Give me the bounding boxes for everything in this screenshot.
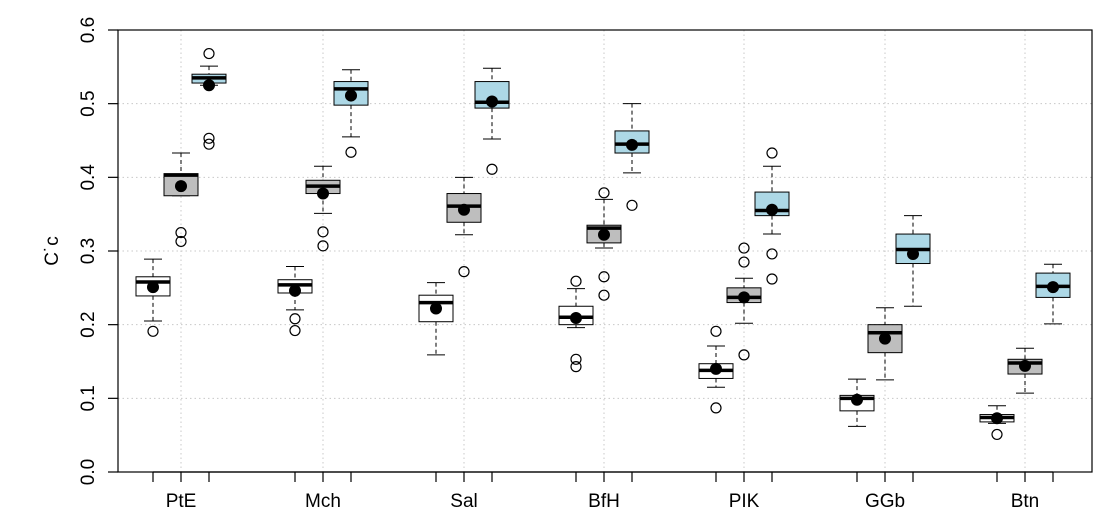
box-group-bfh	[558, 103, 650, 373]
mean-point	[738, 291, 750, 304]
box-group-btn	[979, 263, 1071, 441]
outlier-point	[991, 428, 1003, 441]
axis-layer: 0.0 0.1 0.2 0.3 0.4 0.5 0.6 PtE Mch Sal BfH PIK GGb B…	[78, 17, 1054, 512]
mean-point	[710, 362, 722, 375]
mean-point	[486, 95, 498, 108]
mean-point	[991, 412, 1003, 425]
x-category-label: PIK	[729, 491, 760, 512]
box-group-sal	[418, 67, 510, 356]
outlier-point	[458, 266, 470, 278]
mean-point	[766, 203, 778, 216]
x-category-label: Btn	[1011, 491, 1040, 512]
y-axis-title: C˙c	[42, 236, 63, 266]
mean-point	[430, 302, 442, 315]
outlier-point	[766, 248, 778, 260]
y-tick-label: 0.5	[78, 90, 99, 116]
outlier-point	[766, 147, 778, 159]
mean-point	[907, 247, 919, 260]
outlier-point	[345, 146, 357, 158]
x-category-label: PtE	[166, 491, 197, 512]
mean-point	[879, 332, 891, 345]
outlier-point	[175, 226, 187, 239]
outlier-point	[486, 163, 498, 175]
y-tick-label: 0.4	[78, 164, 99, 191]
box-layer	[135, 47, 1071, 441]
mean-point	[317, 187, 329, 200]
x-category-label: BfH	[588, 491, 620, 512]
outlier-point	[570, 353, 582, 365]
box-group-mch	[277, 69, 369, 337]
x-category-label: Mch	[305, 491, 341, 512]
outlier-point	[203, 138, 215, 150]
mean-point	[570, 312, 582, 325]
outlier-point	[203, 132, 215, 144]
y-tick-label: 0.6	[78, 17, 99, 43]
grid-layer	[118, 29, 1092, 473]
box-group-ggb	[839, 215, 931, 427]
outlier-point	[203, 47, 215, 60]
outlier-point	[175, 235, 187, 248]
outlier-point	[147, 325, 159, 337]
mean-point	[458, 203, 470, 216]
outlier-point	[738, 256, 750, 268]
outlier-point	[598, 289, 610, 301]
mean-point	[626, 138, 638, 151]
mean-point	[598, 228, 610, 241]
outlier-point	[738, 242, 750, 254]
x-category-label: Sal	[450, 491, 477, 512]
y-tick-label: 0.0	[78, 459, 99, 485]
outlier-point	[598, 271, 610, 283]
outlier-point	[289, 324, 301, 337]
box	[418, 294, 454, 323]
box-group-pik	[698, 147, 790, 414]
y-tick-label: 0.2	[78, 311, 99, 337]
box-group-pte	[135, 47, 227, 337]
mean-point	[147, 281, 159, 294]
mean-point	[345, 89, 357, 102]
mean-point	[289, 284, 301, 297]
outlier-point	[710, 402, 722, 414]
outlier-point	[570, 361, 582, 373]
outlier-point	[626, 199, 638, 211]
outlier-point	[738, 349, 750, 361]
outlier-point	[766, 273, 778, 285]
mean-point	[175, 180, 187, 193]
outlier-point	[289, 313, 301, 325]
x-category-label: GGb	[865, 491, 905, 512]
mean-point	[1047, 281, 1059, 294]
y-tick-label: 0.3	[78, 238, 99, 264]
outlier-point	[317, 240, 329, 252]
outlier-point	[710, 325, 722, 337]
y-tick-label: 0.1	[78, 385, 99, 411]
mean-point	[851, 393, 863, 406]
mean-point	[203, 79, 215, 92]
mean-point	[1019, 359, 1031, 372]
outlier-point	[598, 187, 610, 199]
outlier-point	[317, 226, 329, 238]
outlier-point	[570, 275, 582, 287]
